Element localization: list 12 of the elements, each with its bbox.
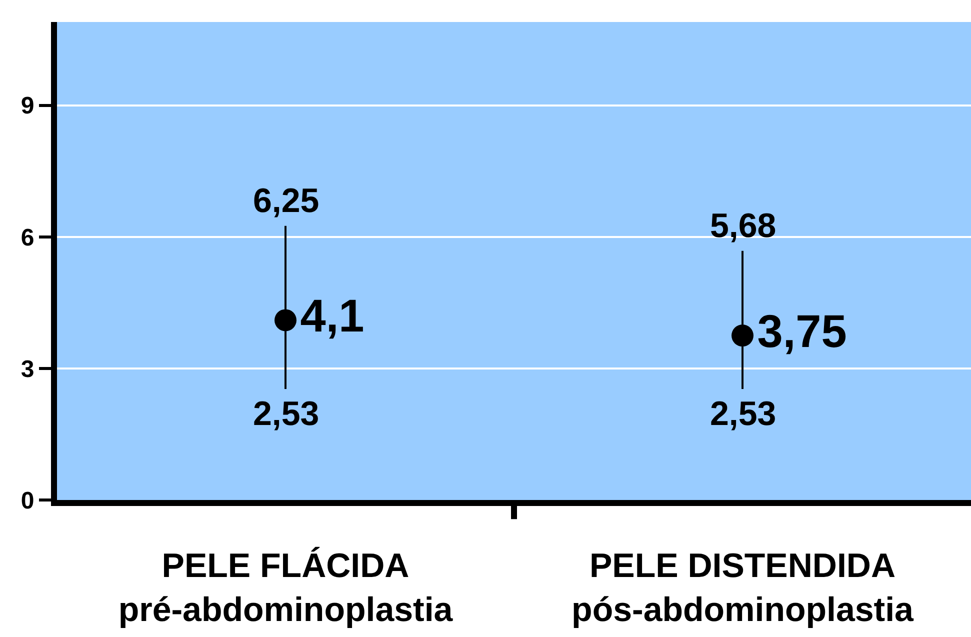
y-tick-label: 9 xyxy=(20,92,34,120)
data-label: 3,75 xyxy=(757,305,847,358)
y-tick-label: 0 xyxy=(20,487,34,514)
x-tick-label: PELE DISTENDIDA pós-abdominoplastia xyxy=(572,546,915,629)
y-tick-label: 3 xyxy=(20,356,34,383)
annotation: 2,53 xyxy=(710,395,776,433)
x-tick-label: PELE FLÁCIDA pré-abdominoplastia xyxy=(118,546,454,629)
annotation: 6,25 xyxy=(253,182,320,220)
annotation: 5,68 xyxy=(710,207,776,245)
y-tick-label: 6 xyxy=(20,224,34,252)
data-label: 4,1 xyxy=(300,290,364,342)
annotation: 2,53 xyxy=(253,395,320,433)
